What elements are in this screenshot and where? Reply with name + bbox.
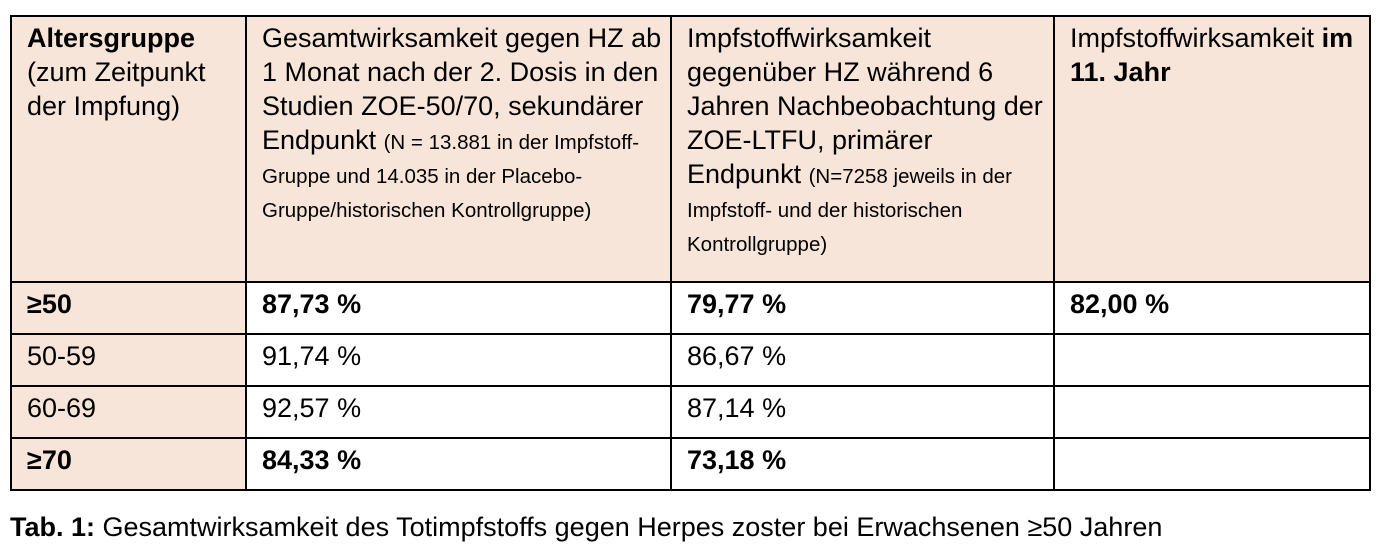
row-total-efficacy-cell: 91,74 % <box>245 333 672 387</box>
efficacy-table: Altersgruppe (zum Zeitpunkt der Impfung)… <box>10 15 1371 491</box>
caption-text: Gesamtwirksamkeit des Totimpfstoffs gege… <box>95 512 1163 542</box>
table-row: ≥70 84,33 % 73,18 % <box>10 437 1371 491</box>
header-age-group: Altersgruppe (zum Zeitpunkt der Impfung) <box>10 15 247 283</box>
row-age-cell: 50-59 <box>10 333 247 387</box>
header-vaccine-efficacy-6y: Impfstoffwirksamkeit gegenüber HZ währen… <box>670 15 1055 283</box>
row-efficacy-6y-cell: 86,67 % <box>670 333 1055 387</box>
header-total-efficacy-note: (N = 13.881 in der Impfstoff-Gruppe und … <box>262 131 640 222</box>
row-efficacy-11y-cell <box>1053 385 1371 439</box>
row-efficacy-6y-cell: 87,14 % <box>670 385 1055 439</box>
row-efficacy-11y-cell <box>1053 333 1371 387</box>
header-age-group-subtitle: (zum Zeitpunkt der Impfung) <box>27 57 206 121</box>
table-row: ≥50 87,73 % 79,77 % 82,00 % <box>10 281 1371 335</box>
header-total-efficacy: Gesamtwirksamkeit gegen HZ ab 1 Monat na… <box>245 15 672 283</box>
header-vaccine-efficacy-11y-year: im 11. Jahr <box>1070 23 1354 87</box>
caption-label: Tab. 1: <box>10 512 96 542</box>
table-header-row: Altersgruppe (zum Zeitpunkt der Impfung)… <box>10 15 1371 283</box>
table-caption: Tab. 1: Gesamtwirksamkeit des Totimpfsto… <box>10 510 1162 544</box>
header-vaccine-efficacy-6y-note: (N=7258 jeweils in der Impfstoff- und de… <box>687 165 1013 256</box>
table-row: 50-59 91,74 % 86,67 % <box>10 333 1371 387</box>
header-age-group-title: Altersgruppe <box>27 23 196 53</box>
row-efficacy-6y-cell: 79,77 % <box>670 281 1055 335</box>
header-total-efficacy-main: Gesamtwirksamkeit gegen HZ ab 1 Monat na… <box>262 23 662 155</box>
row-total-efficacy-cell: 84,33 % <box>245 437 672 491</box>
row-total-efficacy-cell: 92,57 % <box>245 385 672 439</box>
row-age-cell: ≥50 <box>10 281 247 335</box>
header-vaccine-efficacy-6y-main: Impfstoffwirksamkeit gegenüber HZ währen… <box>687 23 1043 189</box>
row-efficacy-11y-cell: 82,00 % <box>1053 281 1371 335</box>
row-efficacy-6y-cell: 73,18 % <box>670 437 1055 491</box>
row-age-cell: 60-69 <box>10 385 247 439</box>
row-age-cell: ≥70 <box>10 437 247 491</box>
header-vaccine-efficacy-11y: Impfstoffwirksamkeit im 11. Jahr <box>1053 15 1371 283</box>
row-efficacy-11y-cell <box>1053 437 1371 491</box>
table-row: 60-69 92,57 % 87,14 % <box>10 385 1371 439</box>
row-total-efficacy-cell: 87,73 % <box>245 281 672 335</box>
header-vaccine-efficacy-11y-main: Impfstoffwirksamkeit <box>1070 23 1315 53</box>
